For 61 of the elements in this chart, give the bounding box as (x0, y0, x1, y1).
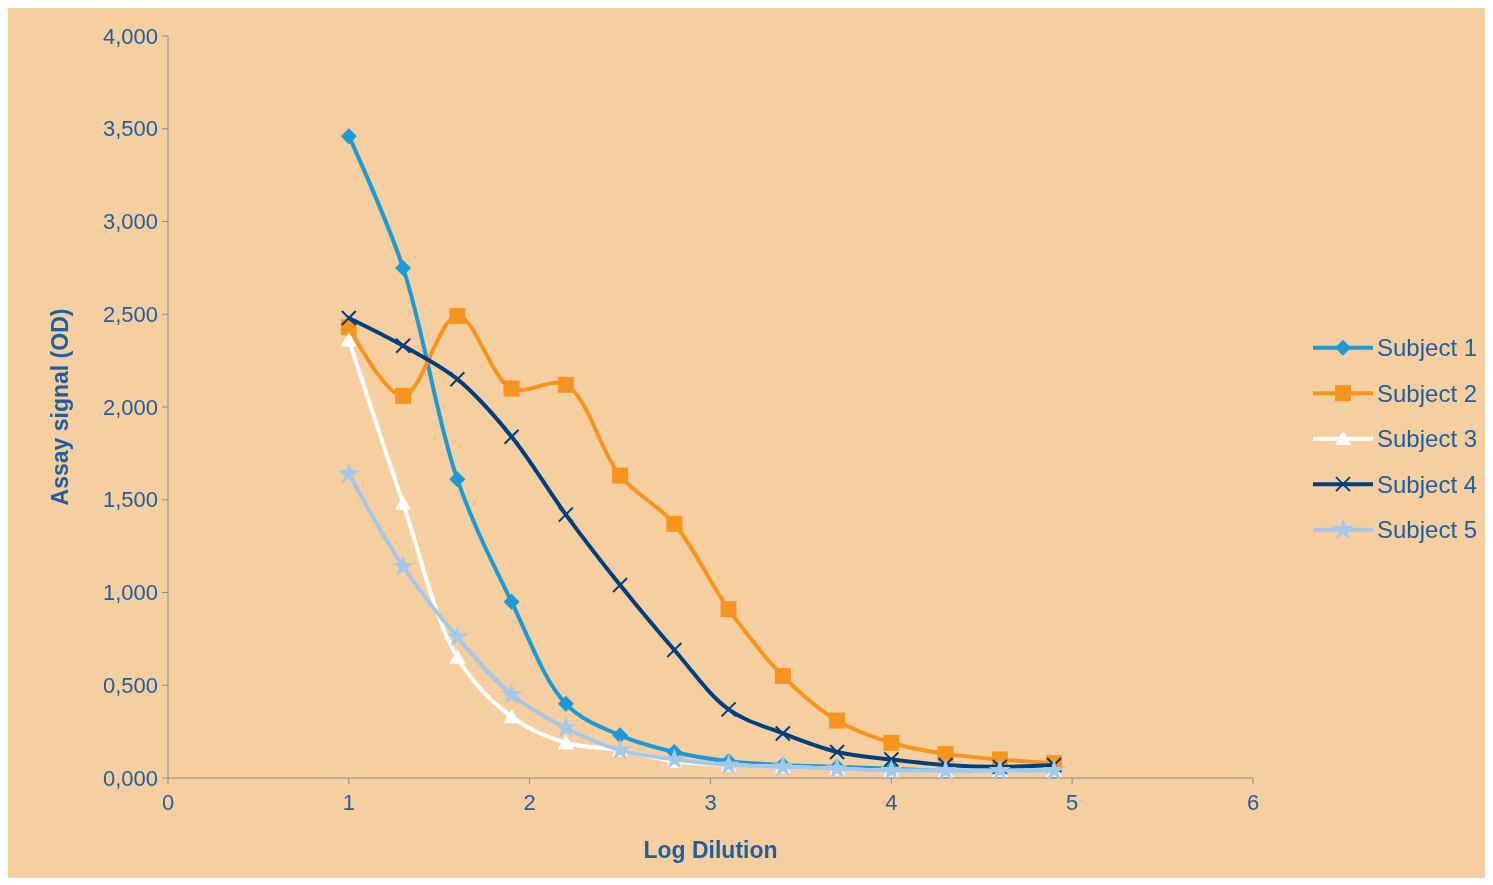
point (557, 695, 574, 712)
point (557, 376, 574, 393)
legend-label: Subject 3 (1377, 425, 1478, 453)
point (340, 332, 357, 347)
point (503, 428, 520, 445)
point (449, 308, 466, 325)
point (829, 712, 846, 729)
point (449, 649, 466, 664)
point (557, 734, 574, 750)
point (774, 725, 791, 742)
point (557, 506, 574, 523)
point (612, 577, 629, 594)
x-tick-label: 4 (885, 790, 898, 815)
y-tick-label: 4,000 (102, 23, 158, 49)
y-tick-label: 2,000 (102, 394, 158, 420)
y-tick-label: 0,500 (102, 672, 158, 698)
y-tick-label: 3,000 (102, 209, 158, 235)
y-tick-label: 2,500 (102, 301, 158, 327)
point (503, 380, 520, 397)
y-axis-title: Assay signal (OD) (47, 308, 73, 506)
point (395, 495, 412, 510)
point (500, 682, 523, 704)
point (883, 734, 900, 751)
point (340, 128, 357, 145)
legend-label: Subject 2 (1377, 379, 1478, 407)
point (503, 593, 520, 610)
point (720, 601, 737, 618)
legend-label: Subject 5 (1377, 516, 1478, 544)
x-tick-label: 1 (342, 790, 355, 815)
point (666, 515, 683, 532)
x-tick-label: 5 (1066, 790, 1079, 815)
legend-label: Subject 1 (1377, 334, 1478, 362)
x-axis-title: Log Dilution (643, 837, 778, 863)
legend-label: Subject 4 (1377, 470, 1478, 498)
point (774, 667, 791, 684)
point (395, 259, 412, 276)
point (395, 337, 412, 354)
point (449, 471, 466, 488)
point (720, 701, 737, 718)
point (663, 747, 686, 769)
point (392, 554, 415, 576)
y-tick-label: 3,500 (102, 116, 158, 142)
point (337, 462, 360, 484)
x-tick-label: 6 (1246, 790, 1260, 815)
point (612, 467, 629, 484)
y-tick-label: 0,000 (102, 765, 158, 791)
point (883, 751, 900, 768)
y-tick-label: 1,500 (102, 487, 158, 513)
point (829, 744, 846, 761)
x-tick-label: 2 (523, 790, 536, 815)
point (503, 708, 520, 724)
point (554, 716, 577, 738)
point (612, 727, 629, 744)
point (395, 387, 412, 404)
point (449, 371, 466, 388)
y-tick-label: 1,000 (102, 580, 158, 606)
x-tick-label: 0 (161, 790, 175, 815)
x-tick-label: 3 (704, 790, 717, 815)
point (446, 625, 469, 647)
point (340, 309, 357, 326)
point (937, 745, 954, 762)
